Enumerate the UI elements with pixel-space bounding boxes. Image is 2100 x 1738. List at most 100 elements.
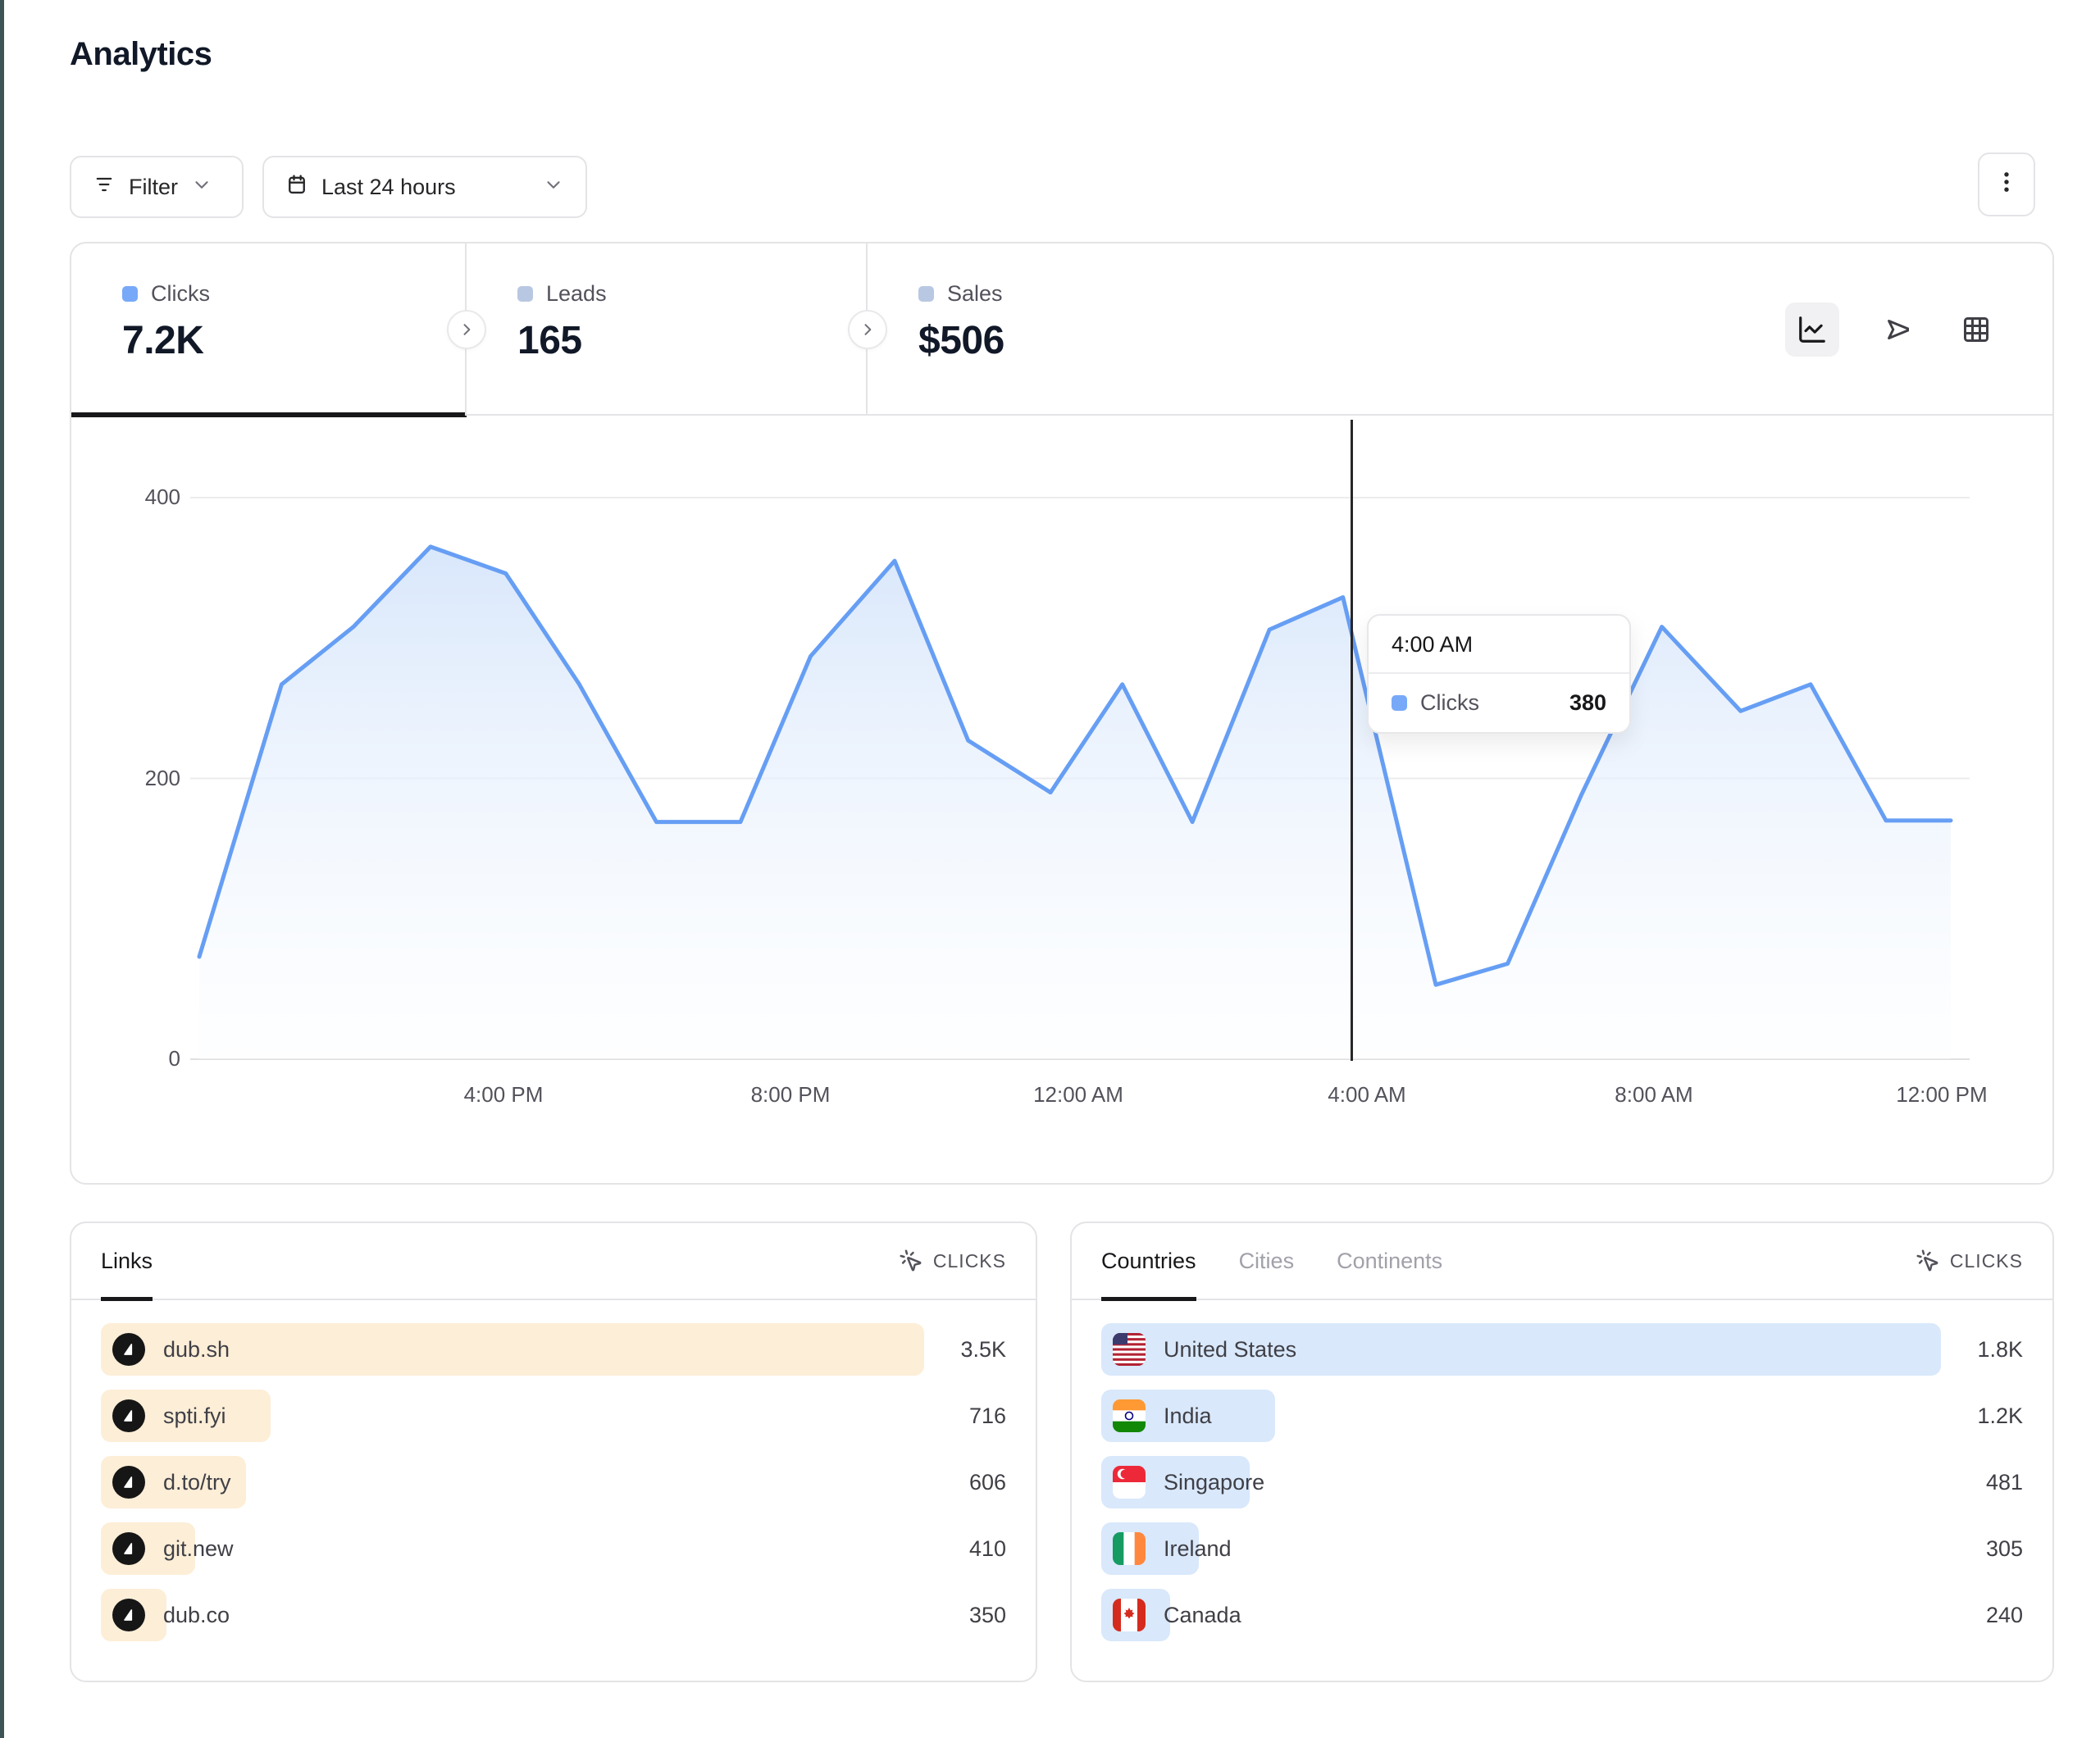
x-axis-label: 4:00 AM: [1328, 1082, 1406, 1107]
countries-rows: United States 1.8K India 1.2K Singapore …: [1072, 1300, 2052, 1641]
links-rows: dub.sh 3.5K spti.fyi 716 d.to/try 606: [71, 1300, 1036, 1641]
link-row[interactable]: git.new 410: [101, 1522, 1006, 1575]
page-title: Analytics: [70, 36, 212, 72]
dub-logo-icon: [124, 1476, 133, 1488]
x-axis-label: 12:00 AM: [1033, 1082, 1123, 1107]
link-value: 606: [968, 1469, 1006, 1495]
chevron-right-icon: [864, 324, 872, 335]
link-avatar: [112, 1399, 145, 1432]
more-options-button[interactable]: [1978, 152, 2035, 216]
country-value: 1.8K: [1977, 1336, 2023, 1362]
link-row[interactable]: dub.co 350: [101, 1589, 1006, 1641]
flag-sg-icon: [1113, 1466, 1146, 1499]
country-row[interactable]: Canada 240: [1101, 1589, 2023, 1641]
country-label: Canada: [1164, 1602, 1241, 1627]
metric-tab-clicks[interactable]: Clicks 7.2K: [71, 243, 467, 417]
leads-legend-square: [517, 286, 533, 302]
tooltip-value: 380: [1569, 690, 1606, 715]
table-view-button[interactable]: [1949, 303, 2003, 357]
flag-in-icon: [1113, 1399, 1146, 1432]
expand-leads-button[interactable]: [447, 310, 486, 349]
y-axis-label: 200: [144, 766, 180, 790]
link-value: 716: [968, 1403, 1006, 1428]
clicks-label: Clicks: [151, 281, 210, 306]
x-axis-label: 4:00 PM: [463, 1082, 544, 1107]
tooltip-series-label: Clicks: [1420, 690, 1479, 715]
country-value: 305: [1985, 1536, 2023, 1561]
link-value: 350: [968, 1602, 1006, 1627]
metric-tab-sales[interactable]: Sales $506: [868, 243, 1278, 416]
tab-cities[interactable]: Cities: [1238, 1248, 1295, 1273]
tooltip-time: 4:00 AM: [1369, 616, 1629, 674]
link-avatar: [112, 1466, 145, 1499]
clicks-series-line: [197, 544, 1953, 987]
filter-button[interactable]: Filter: [70, 156, 244, 218]
calendar-icon: [285, 173, 308, 202]
cursor-arrow-icon: [1888, 319, 1909, 340]
line-chart-icon: [1799, 316, 1825, 343]
tab-links[interactable]: Links: [101, 1222, 153, 1301]
country-row[interactable]: India 1.2K: [1101, 1390, 2023, 1442]
sales-value: $506: [918, 319, 1004, 362]
country-row[interactable]: Singapore 481: [1101, 1456, 2023, 1508]
clicks-legend-square: [122, 286, 138, 302]
line-chart-view-button[interactable]: [1785, 303, 1839, 357]
chevron-down-icon: [191, 174, 212, 201]
link-row[interactable]: d.to/try 606: [101, 1456, 1006, 1508]
date-range-label: Last 24 hours: [321, 174, 456, 199]
filter-icon: [93, 173, 116, 202]
x-axis-label: 8:00 PM: [750, 1082, 831, 1107]
cursor-click-icon: [1916, 1249, 1938, 1272]
countries-panel-header: Countries Cities Continents CLICKS: [1072, 1222, 2052, 1301]
country-label: India: [1164, 1403, 1212, 1428]
tab-countries[interactable]: Countries: [1101, 1222, 1196, 1301]
analytics-card: Clicks 7.2K Leads 165 Sales: [70, 242, 2054, 1185]
country-label: United States: [1164, 1336, 1297, 1362]
link-bar: [101, 1323, 924, 1376]
link-label: dub.sh: [163, 1336, 230, 1362]
area-chart-svg: [190, 497, 1970, 1060]
leads-label: Leads: [546, 281, 607, 306]
link-label: git.new: [163, 1536, 234, 1561]
sales-legend-square: [918, 286, 934, 302]
leads-value: 165: [517, 319, 582, 362]
links-panel: Links CLICKS dub.sh 3.5K spti.fyi 716: [70, 1222, 1037, 1682]
kebab-menu-icon: [1993, 168, 2020, 202]
funnel-view-button[interactable]: [1867, 303, 1921, 357]
countries-metric-header[interactable]: CLICKS: [1916, 1249, 2023, 1273]
y-axis-label: 0: [168, 1046, 180, 1071]
country-label: Ireland: [1164, 1536, 1232, 1561]
countries-panel: Countries Cities Continents CLICKS United …: [1070, 1222, 2054, 1682]
link-avatar: [112, 1532, 145, 1565]
country-bar: [1101, 1323, 1941, 1376]
link-label: dub.co: [163, 1602, 230, 1627]
metric-tab-leads[interactable]: Leads 165: [467, 243, 868, 416]
y-axis-label: 400: [144, 485, 180, 509]
flag-ca-icon: [1113, 1599, 1146, 1631]
chart-hover-line: [1351, 420, 1353, 1061]
expand-sales-button[interactable]: [848, 310, 887, 349]
link-row[interactable]: spti.fyi 716: [101, 1390, 1006, 1442]
dub-logo-icon: [124, 1410, 133, 1422]
link-row[interactable]: dub.sh 3.5K: [101, 1323, 1006, 1376]
link-avatar: [112, 1333, 145, 1366]
link-value: 3.5K: [960, 1336, 1006, 1362]
area-fill: [199, 546, 1951, 1059]
chevron-right-icon: [463, 324, 471, 335]
country-row[interactable]: United States 1.8K: [1101, 1323, 2023, 1376]
sales-label: Sales: [947, 281, 1003, 306]
country-row[interactable]: Ireland 305: [1101, 1522, 2023, 1575]
tab-continents[interactable]: Continents: [1337, 1248, 1443, 1273]
clicks-value: 7.2K: [122, 319, 204, 362]
dub-logo-icon: [124, 1609, 133, 1621]
dub-logo-icon: [124, 1344, 133, 1355]
date-range-button[interactable]: Last 24 hours: [262, 156, 587, 218]
x-axis-label: 8:00 AM: [1615, 1082, 1693, 1107]
country-label: Singapore: [1164, 1469, 1265, 1495]
flag-ie-icon: [1113, 1532, 1146, 1565]
metric-tabs-row: Clicks 7.2K Leads 165 Sales: [71, 243, 2052, 417]
table-grid-icon: [1964, 317, 1988, 342]
chart-type-switcher: [1785, 303, 2003, 357]
links-metric-header[interactable]: CLICKS: [899, 1249, 1006, 1273]
